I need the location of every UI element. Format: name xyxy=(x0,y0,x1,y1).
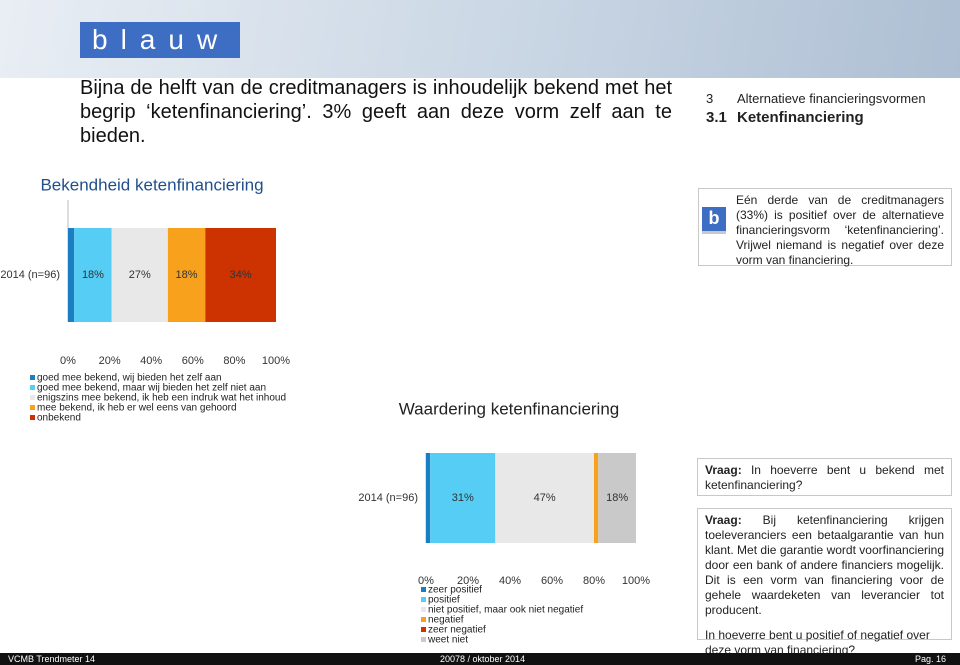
box-explanation: Bij ketenfinanciering krijgen toeleveran… xyxy=(705,513,944,617)
bar-segment xyxy=(205,228,276,322)
legend-swatch xyxy=(421,627,426,632)
section-title: Alternatieve financieringsvormen xyxy=(737,91,926,106)
box-text: Eén derde van de creditmanagers (33%) is… xyxy=(736,193,944,267)
x-tick-label: 80% xyxy=(223,355,245,367)
value-label: 34% xyxy=(230,269,252,281)
question-box: Vraag: In hoeverre bent u bekend met ket… xyxy=(697,458,952,496)
x-tick-label: 20% xyxy=(99,355,121,367)
value-label: 18% xyxy=(606,492,628,504)
y-tick-label: 2014 (n=96) xyxy=(0,269,60,281)
footer-left: VCMB Trendmeter 14 xyxy=(8,654,96,664)
legend-swatch xyxy=(30,415,35,420)
bar-segment xyxy=(167,228,206,322)
legend-swatch xyxy=(421,597,426,602)
x-tick-label: 100% xyxy=(262,355,290,367)
headline: Bijna de helft van de creditmanagers is … xyxy=(80,77,672,147)
legend-label: zeer positief xyxy=(428,585,482,596)
legend-label: negatief xyxy=(428,615,464,626)
question-box: Vraag: Bij ketenfinanciering krijgen toe… xyxy=(697,508,952,657)
y-tick-label: 2014 (n=96) xyxy=(358,492,418,504)
legend-label: weet niet xyxy=(427,635,468,646)
bar-segment xyxy=(74,228,112,322)
bar-segment xyxy=(495,453,594,543)
x-tick-label: 80% xyxy=(583,575,605,587)
x-tick-label: 0% xyxy=(418,575,434,587)
icon: b xyxy=(702,207,726,234)
chart-title: Bekendheid ketenfinanciering xyxy=(40,175,263,194)
x-tick-label: 0% xyxy=(60,355,76,367)
section-number: 3 xyxy=(706,91,714,106)
logo: blauw xyxy=(80,22,240,58)
x-tick-label: 40% xyxy=(499,575,521,587)
legend-swatch xyxy=(421,607,426,612)
x-tick-label: 40% xyxy=(140,355,162,367)
legend-swatch xyxy=(30,405,35,410)
x-tick-label: 20% xyxy=(457,575,479,587)
value-label: 27% xyxy=(129,269,151,281)
footer-right: Pag. 16 xyxy=(914,654,946,664)
legend-label: goed mee bekend, wij bieden het zelf aan xyxy=(37,373,222,384)
x-tick-label: 100% xyxy=(622,575,650,587)
footer-center: 20078 / oktober 2014 xyxy=(440,654,526,664)
legend-label: mee bekend, ik heb er wel eens van gehoo… xyxy=(37,403,237,414)
value-label: 18% xyxy=(82,269,104,281)
legend-label: niet positief, maar ook niet negatief xyxy=(428,605,583,616)
value-label: 18% xyxy=(176,269,198,281)
value-label: 31% xyxy=(452,492,474,504)
legend-swatch xyxy=(30,375,35,380)
legend-swatch xyxy=(421,617,426,622)
bar-segment xyxy=(430,453,496,543)
box-label: Vraag: xyxy=(705,463,742,477)
subsection-number: 3.1 xyxy=(706,109,727,126)
legend-label: onbekend xyxy=(37,413,81,424)
chart-title: Waardering ketenfinanciering xyxy=(399,399,620,418)
box-text: Vraag: In hoeverre bent u bekend met ket… xyxy=(705,463,944,493)
box-label: Vraag: xyxy=(705,513,742,527)
legend-swatch xyxy=(30,385,35,390)
box-question: In hoeverre bent u bekend met ketenfinan… xyxy=(705,463,944,492)
value-label: 47% xyxy=(534,492,556,504)
box-text: Vraag: Bij ketenfinanciering krijgen toe… xyxy=(705,513,944,618)
legend-swatch xyxy=(421,587,426,592)
insight-box: b Eén derde van de creditmanagers (33%) … xyxy=(698,188,952,267)
legend-label: enigszins mee bekend, ik heb een indruk … xyxy=(37,393,286,404)
bar-segment xyxy=(426,453,431,543)
bar-segment xyxy=(68,228,75,322)
legend-label: zeer negatief xyxy=(428,625,486,636)
bar-segment xyxy=(111,228,168,322)
footer: VCMB Trendmeter 14 20078 / oktober 2014 … xyxy=(0,653,960,665)
legend-swatch xyxy=(421,637,426,642)
legend-swatch xyxy=(30,395,35,400)
subsection-title: Ketenfinanciering xyxy=(737,109,864,126)
x-tick-label: 60% xyxy=(182,355,204,367)
bar-segment xyxy=(594,453,599,543)
legend-label: goed mee bekend, maar wij bieden het zel… xyxy=(37,383,266,394)
bar-segment xyxy=(598,453,636,543)
x-tick-label: 60% xyxy=(541,575,563,587)
legend-label: positief xyxy=(428,595,460,606)
